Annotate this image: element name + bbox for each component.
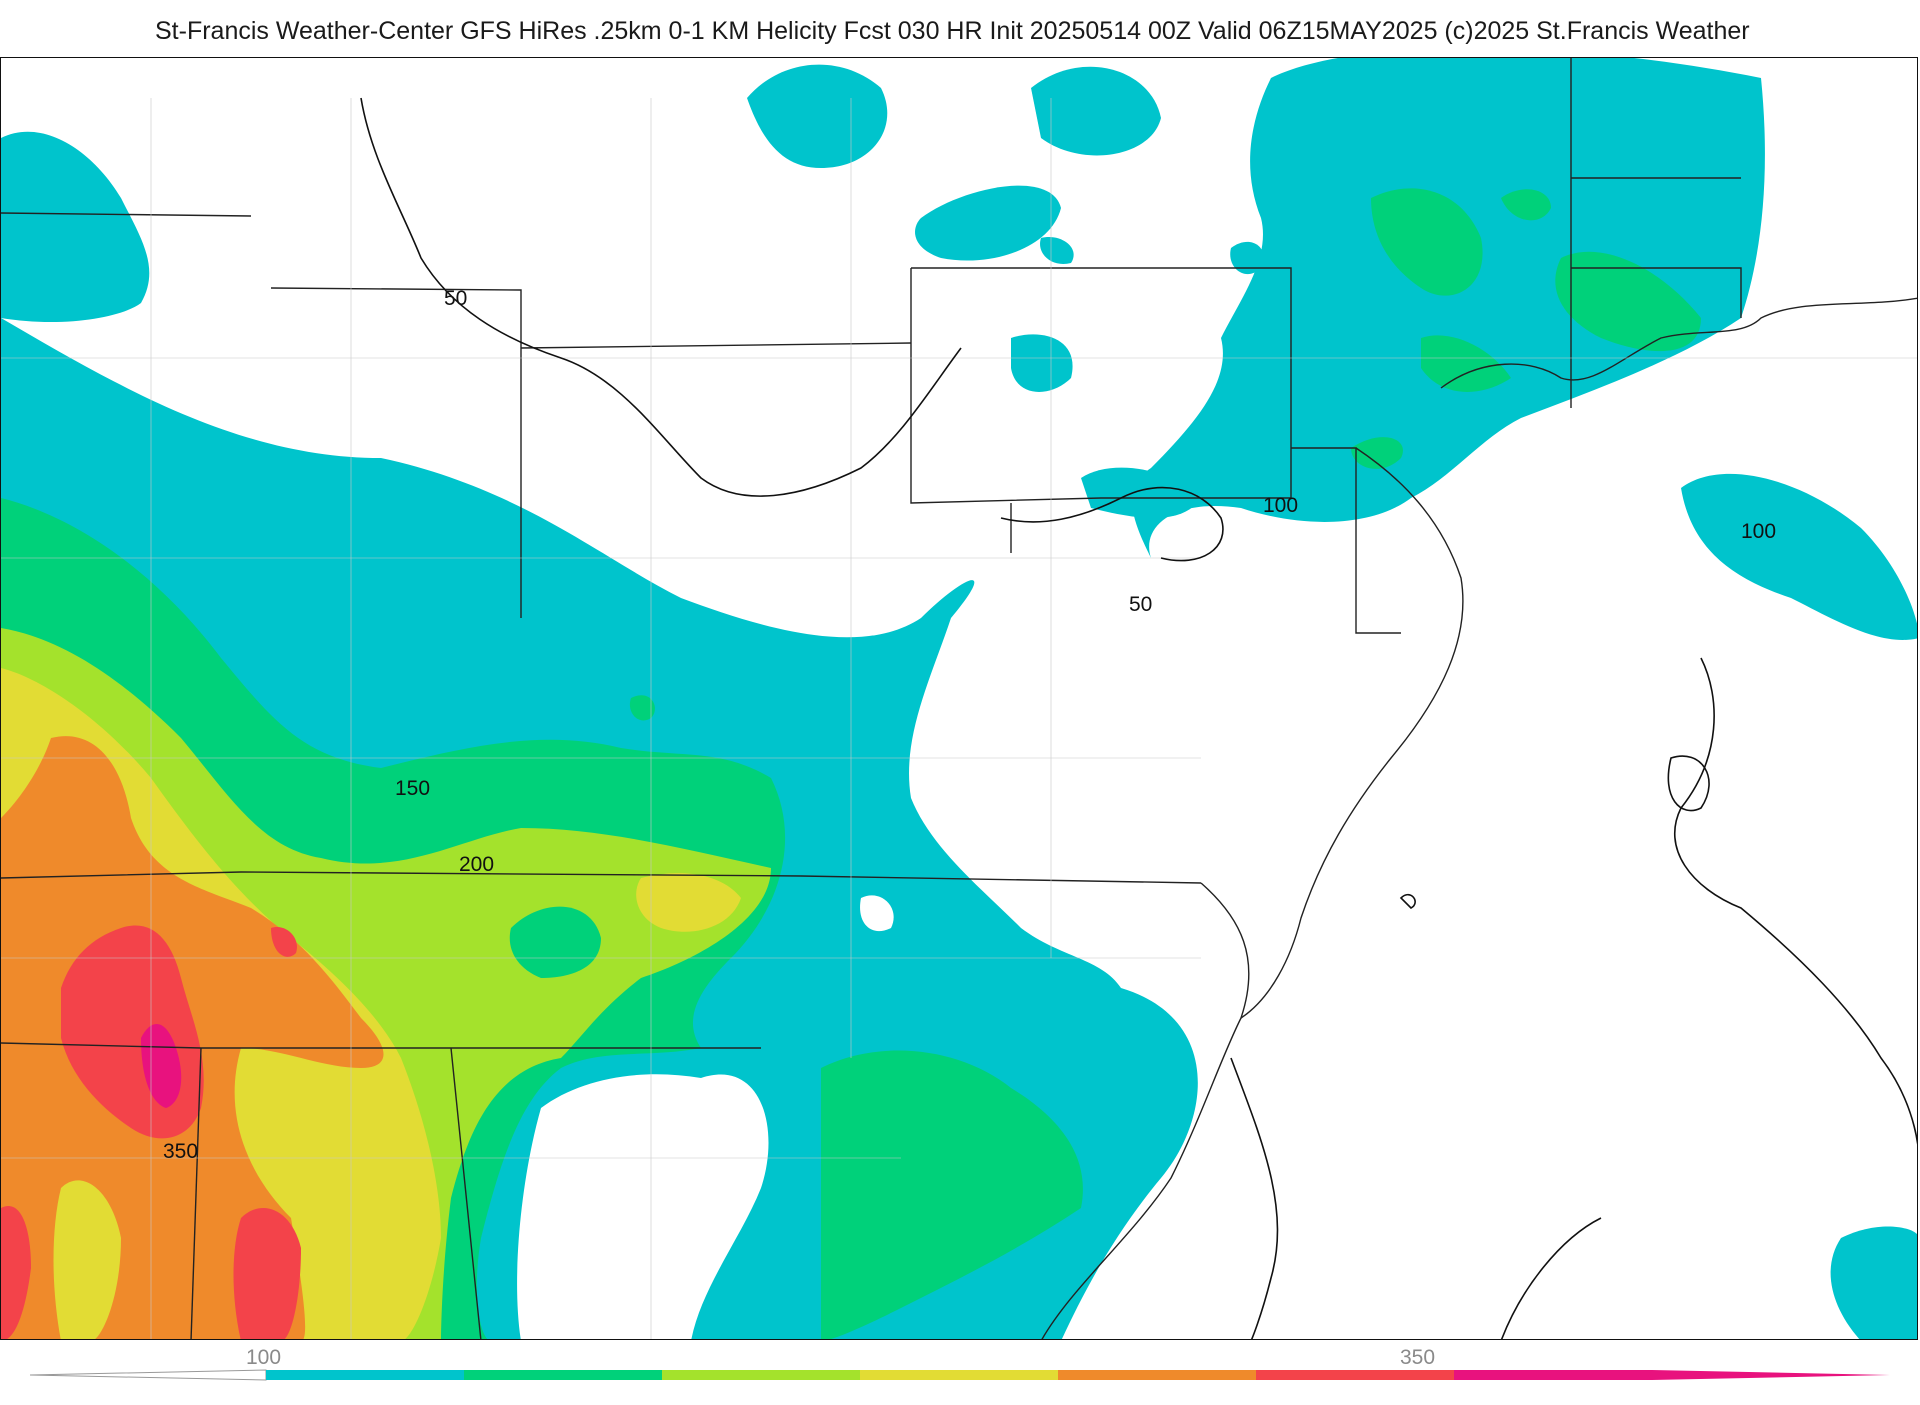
- colorbar-segment: [464, 1370, 663, 1380]
- helicity-map: 50 100 100 50 150 200 350: [1, 58, 1917, 1339]
- colorbar-segments: [266, 1370, 1653, 1380]
- colorbar-lower-cap: [29, 1369, 267, 1381]
- contour-lines: [360, 97, 1917, 1339]
- unshaded-areas: [517, 895, 894, 1339]
- contour-label-200: 200: [459, 853, 494, 876]
- colorbar-segment: [1454, 1370, 1653, 1380]
- colorbar: [0, 1342, 1920, 1400]
- colorbar-tick-label-350: 350: [1400, 1346, 1436, 1369]
- title-bar: St-Francis Weather-Center GFS HiRes .25k…: [0, 0, 1920, 58]
- colorbar-svg: [29, 1369, 1890, 1381]
- contour-label-group: 50 100 100 50 150 200 350: [163, 287, 1776, 1163]
- map-title: St-Francis Weather-Center GFS HiRes .25k…: [155, 17, 1750, 45]
- yellow-pockets: [53, 1057, 281, 1339]
- colorbar-segment: [1058, 1370, 1257, 1380]
- county-lines: [1, 98, 1917, 1339]
- colorbar-upper-cap: [1652, 1370, 1890, 1380]
- contour-label-150: 150: [395, 777, 430, 800]
- contour-label-100-mid: 100: [1263, 494, 1298, 517]
- contour-label-100-east: 100: [1741, 520, 1776, 543]
- boundary-lines: [1, 58, 1917, 1339]
- colorbar-segment: [266, 1370, 465, 1380]
- contour-label-350: 350: [163, 1140, 198, 1163]
- map-panel: 50 100 100 50 150 200 350: [0, 57, 1918, 1340]
- contour-label-50-mid: 50: [1129, 593, 1152, 616]
- colorbar-segment: [860, 1370, 1059, 1380]
- colorbar-tick-label-100: 100: [246, 1346, 282, 1369]
- green-island: [509, 695, 655, 978]
- colorbar-segment: [1256, 1370, 1455, 1380]
- contour-label-50-north: 50: [444, 287, 467, 310]
- colorbar-segment: [662, 1370, 861, 1380]
